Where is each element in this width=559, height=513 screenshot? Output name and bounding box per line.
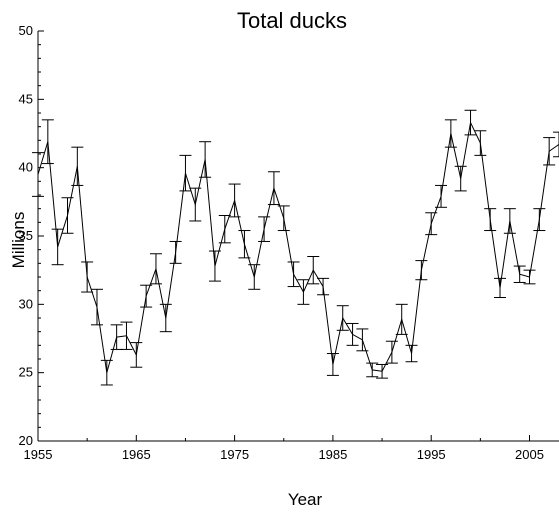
chart-title: Total ducks: [237, 8, 347, 33]
y-tick-label: 30: [19, 296, 33, 311]
y-tick-label: 20: [19, 433, 33, 448]
series-line: [37, 120, 559, 373]
y-axis: 20 25 30 35 40 45 50: [19, 23, 44, 448]
y-tick-label: 35: [19, 228, 33, 243]
error-bars: [32, 109, 559, 386]
x-tick-label: 1955: [24, 447, 53, 462]
y-tick-label: 40: [19, 160, 33, 175]
x-tick-label: 1985: [318, 447, 347, 462]
y-tick-label: 25: [19, 365, 33, 380]
x-tick-label: 2005: [515, 447, 544, 462]
y-tick-label: 45: [19, 91, 33, 106]
x-tick-label: 1975: [220, 447, 249, 462]
x-tick-label: 1965: [122, 447, 151, 462]
series-group: [37, 120, 559, 373]
x-tick-label: 1995: [417, 447, 446, 462]
error-bar: [553, 131, 559, 158]
x-axis: 1955 1965 1975 1985 1995 2005: [24, 435, 559, 462]
x-axis-label: Year: [288, 490, 323, 509]
y-axis-label: Millions: [9, 212, 28, 269]
y-tick-label: 50: [19, 23, 33, 38]
